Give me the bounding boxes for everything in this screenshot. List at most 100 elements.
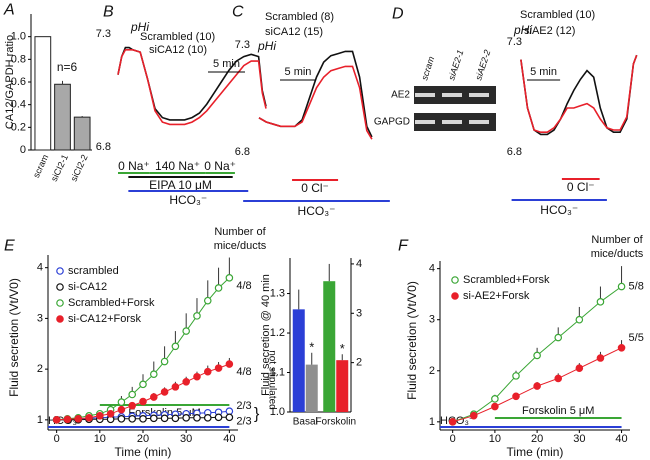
bar	[292, 309, 305, 412]
y-axis-label: Fluid secretion (Vt/V0)	[405, 281, 419, 400]
x-tick-label: 40	[615, 433, 627, 445]
x-axis-label: Time (min)	[115, 445, 172, 459]
data-point	[617, 343, 626, 352]
data-point	[469, 411, 478, 420]
x-axis-label: Time (min)	[507, 445, 564, 459]
solution-label: 140 Na⁺	[155, 159, 200, 173]
y-tick-label: 4	[356, 258, 362, 270]
data-point	[203, 296, 212, 305]
data-point	[203, 367, 212, 376]
legend-label: scrambled	[68, 265, 119, 277]
data-point	[117, 415, 126, 423]
data-point	[214, 364, 223, 372]
y-tick-label: 6.8	[235, 146, 250, 158]
x-tick-label: Basal	[293, 417, 318, 428]
x-tick-label: 20	[531, 433, 543, 445]
legend-label: siCA12 (15)	[265, 26, 323, 38]
y-tick-label: 1.3	[270, 288, 285, 300]
gel-band	[415, 93, 435, 97]
data-point	[214, 284, 223, 292]
data-point	[491, 402, 499, 411]
end-label: 5/8	[629, 281, 644, 293]
data-point	[617, 282, 626, 291]
legend-title: mice/ducts	[591, 248, 644, 260]
x-tick-label: Forskolin	[315, 417, 356, 428]
trace	[258, 65, 373, 140]
end-label: 2/3	[236, 415, 251, 427]
trace	[520, 54, 638, 133]
data-point	[63, 415, 72, 424]
legend-marker	[56, 283, 64, 291]
panel-letter: F	[398, 238, 409, 255]
solution-label: 0 Na⁺	[118, 159, 150, 173]
y-axis-label: pHi	[513, 23, 532, 37]
legend-label: Scrambled (8)	[265, 11, 334, 23]
data-point	[182, 327, 190, 335]
y-tick-label: 1	[429, 416, 435, 428]
end-label: 4/8	[236, 280, 251, 292]
gel-band	[415, 120, 435, 124]
solution-label: HCO₃⁻	[169, 193, 207, 207]
end-label: 5/5	[629, 332, 644, 344]
legend-marker	[56, 299, 64, 307]
gel-band	[442, 120, 462, 124]
data-point	[225, 274, 234, 282]
bar	[73, 116, 91, 151]
x-tick-label: 30	[573, 433, 585, 445]
legend-label: si-CA12+Forsk	[68, 313, 142, 325]
solution-label: EIPA 10 μM	[149, 178, 212, 192]
data-point	[225, 360, 234, 368]
trace	[117, 49, 267, 126]
gel-band	[469, 120, 489, 124]
y-axis-label: pHi	[130, 20, 149, 34]
y-tick-label: 3	[429, 314, 435, 326]
y-tick-label: 7.3	[235, 39, 250, 51]
solution-label: Forskolin 5 μM	[522, 405, 594, 417]
data-point	[149, 414, 158, 423]
solution-label: 0 Cl⁻	[301, 181, 329, 195]
legend-title: Number of	[214, 226, 266, 238]
end-label: 4/8	[236, 366, 251, 378]
end-label: 2/3	[236, 400, 251, 412]
data-point	[149, 393, 158, 401]
y-axis-label: CA12/GAPDH ratio	[4, 35, 16, 129]
data-point	[128, 415, 137, 423]
data-point	[74, 415, 83, 423]
significance-mark: *	[340, 341, 345, 356]
y-tick-label: 7.3	[507, 36, 522, 48]
legend-label: si-AE2+Forsk	[463, 290, 530, 302]
data-point	[554, 374, 563, 383]
y-tick-label: 0.4	[11, 99, 26, 111]
panel-letter: E	[4, 238, 15, 255]
legend-title: Number of	[591, 234, 643, 246]
data-point	[160, 388, 169, 396]
data-point	[139, 380, 147, 389]
data-point	[160, 414, 169, 423]
y-tick-label: 0.8	[11, 53, 26, 65]
y-axis-label: pHi	[257, 39, 276, 53]
x-tick-label: 40	[223, 433, 235, 445]
data-point	[448, 418, 457, 426]
legend-label: siAE2 (12)	[524, 25, 575, 37]
data-point	[117, 398, 126, 406]
bar	[34, 36, 52, 151]
data-point	[533, 351, 541, 360]
data-point	[128, 390, 137, 399]
data-point	[512, 372, 520, 380]
data-point	[193, 372, 201, 381]
data-point	[139, 415, 147, 423]
data-point	[52, 416, 61, 424]
solution-label: HCO₃⁻	[540, 203, 578, 217]
data-point	[171, 342, 180, 351]
legend-label: Scrambled (10)	[520, 9, 595, 21]
data-point	[225, 413, 234, 422]
y-tick-label: 1	[37, 414, 43, 426]
legend-label: siCA12 (10)	[149, 44, 207, 56]
y-tick-label: 1.2	[270, 327, 285, 339]
data-point	[533, 382, 541, 390]
data-point	[117, 405, 126, 414]
y-tick-label: 0.6	[11, 76, 26, 88]
data-point	[491, 395, 499, 403]
x-tick-label: 10	[94, 433, 106, 445]
